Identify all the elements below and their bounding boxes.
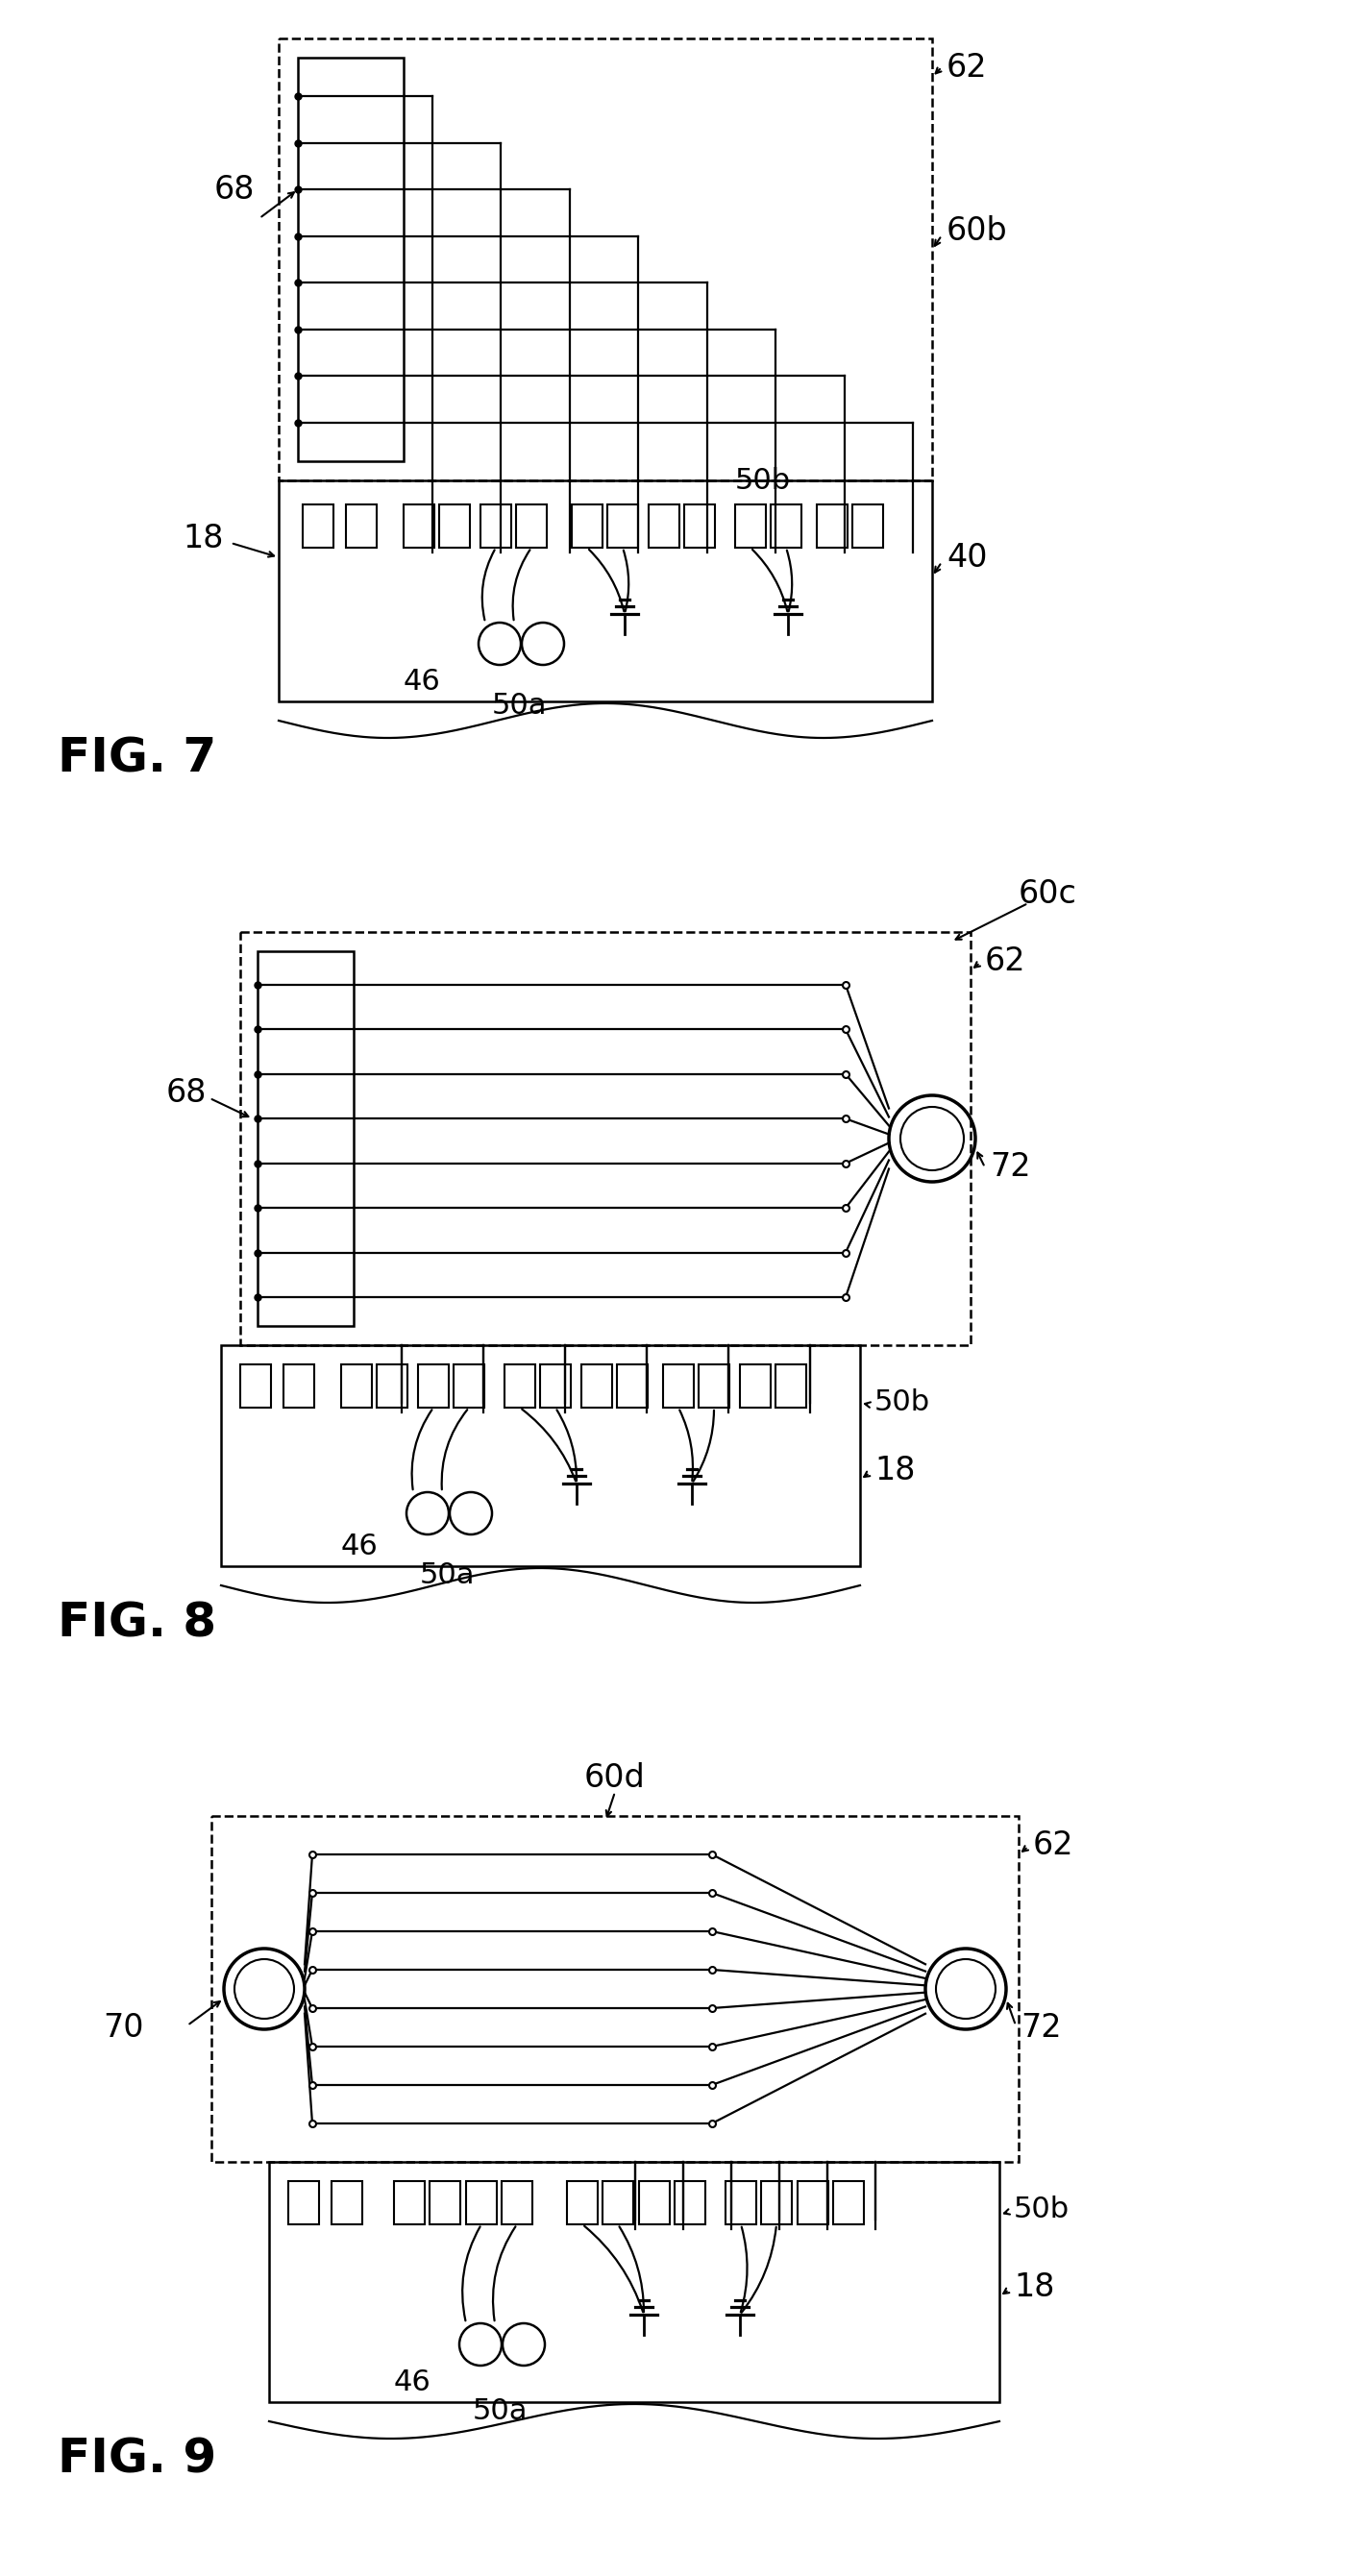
Bar <box>303 505 333 549</box>
Bar <box>505 1365 536 1406</box>
Text: 68: 68 <box>166 1077 207 1110</box>
Text: 50b: 50b <box>1013 2195 1070 2223</box>
Bar <box>284 1365 314 1406</box>
Text: FIG. 8: FIG. 8 <box>58 1600 216 1646</box>
Bar <box>288 2182 319 2223</box>
Text: 46: 46 <box>394 2370 432 2396</box>
Bar <box>698 1365 729 1406</box>
Bar <box>279 39 932 479</box>
Bar <box>211 1816 1019 2161</box>
Text: 62: 62 <box>985 945 1026 976</box>
Bar <box>341 1365 372 1406</box>
Text: FIG. 9: FIG. 9 <box>58 2437 216 2483</box>
Bar <box>298 57 403 461</box>
Text: FIG. 7: FIG. 7 <box>58 737 216 783</box>
Bar <box>725 2182 756 2223</box>
Bar <box>502 2182 532 2223</box>
Bar <box>376 1365 407 1406</box>
Text: 46: 46 <box>403 667 441 696</box>
Text: 60c: 60c <box>1019 878 1077 909</box>
Bar <box>817 505 847 549</box>
Text: 72: 72 <box>990 1151 1031 1182</box>
Bar <box>852 505 884 549</box>
Bar <box>403 505 434 549</box>
Bar <box>685 505 714 549</box>
Text: 50a: 50a <box>472 2398 528 2424</box>
Text: 68: 68 <box>214 173 254 206</box>
Bar <box>771 505 801 549</box>
Bar <box>607 505 639 549</box>
Text: 62: 62 <box>1032 1829 1074 1860</box>
Text: 60d: 60d <box>584 1762 645 1793</box>
Bar <box>331 2182 363 2223</box>
Bar <box>418 1365 449 1406</box>
Text: 72: 72 <box>1020 2012 1062 2043</box>
Bar <box>453 1365 484 1406</box>
Bar <box>346 505 376 549</box>
Text: 50b: 50b <box>735 466 792 495</box>
Bar <box>440 505 469 549</box>
Bar <box>740 1365 771 1406</box>
Bar <box>480 505 511 549</box>
Bar <box>465 2182 497 2223</box>
Text: 40: 40 <box>947 541 988 572</box>
Text: 60b: 60b <box>947 214 1008 247</box>
Bar <box>540 1365 571 1406</box>
Bar <box>617 1365 648 1406</box>
Text: 62: 62 <box>947 52 988 82</box>
Bar <box>515 505 547 549</box>
Bar <box>775 1365 806 1406</box>
Text: 18: 18 <box>874 1455 915 1486</box>
Text: 50b: 50b <box>874 1388 931 1417</box>
Bar <box>582 1365 612 1406</box>
Bar <box>241 1365 271 1406</box>
Text: 18: 18 <box>1013 2272 1054 2303</box>
Bar <box>221 1345 861 1566</box>
Bar <box>648 505 679 549</box>
Bar <box>567 2182 598 2223</box>
Bar <box>833 2182 863 2223</box>
Bar <box>675 2182 705 2223</box>
Text: 50a: 50a <box>491 693 547 719</box>
Bar <box>735 505 766 549</box>
Bar <box>663 1365 694 1406</box>
Bar <box>429 2182 460 2223</box>
Bar <box>241 933 970 1345</box>
Bar <box>394 2182 425 2223</box>
Bar <box>269 2161 1000 2401</box>
Bar <box>279 479 932 701</box>
Text: 18: 18 <box>183 523 223 554</box>
Bar <box>257 951 353 1327</box>
Bar <box>760 2182 792 2223</box>
Text: 70: 70 <box>103 2012 145 2043</box>
Bar <box>797 2182 828 2223</box>
Bar <box>639 2182 670 2223</box>
Bar <box>572 505 602 549</box>
Text: 46: 46 <box>341 1533 379 1561</box>
Bar <box>602 2182 633 2223</box>
Text: 50a: 50a <box>419 1561 475 1589</box>
